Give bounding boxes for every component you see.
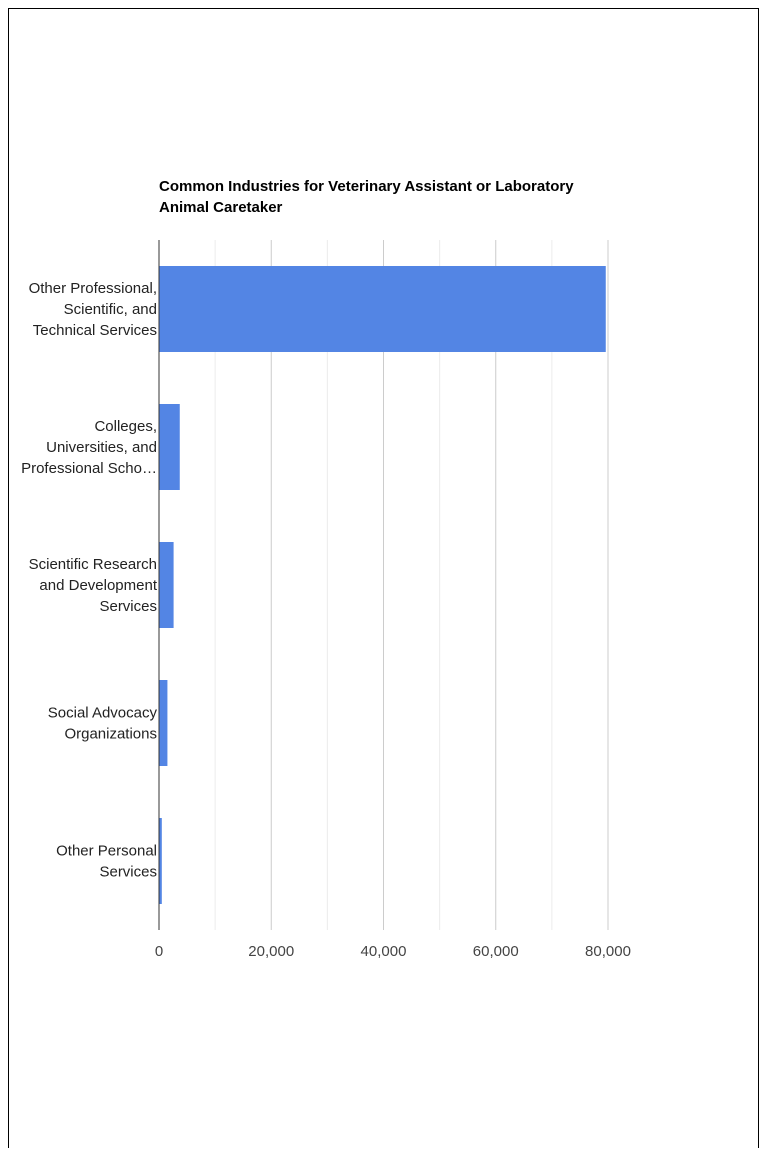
x-tick-label: 0 [155, 943, 163, 960]
chart-title: Common Industries for Veterinary Assista… [159, 178, 574, 216]
page-frame [8, 8, 759, 1148]
gridlines [214, 240, 609, 930]
x-tick-labels: 0 20,000 40,000 60,000 80,000 [155, 943, 631, 960]
bar [159, 818, 162, 904]
chart-title-line: Common Industries for Veterinary Assista… [159, 178, 574, 195]
category-label: Social Advocacy Organizations [48, 705, 158, 743]
bars [159, 266, 606, 904]
category-label: Scientific Research and Development Servic… [29, 556, 158, 615]
category-labels: Other Professional, Scientific, and Techni… [21, 280, 158, 881]
bar [159, 680, 168, 766]
bar [159, 542, 174, 628]
bar [159, 266, 606, 352]
x-tick-label: 80,000 [585, 943, 631, 960]
category-label: Colleges, Universities, and Professional S… [21, 418, 157, 477]
chart-title-line: Animal Caretaker [159, 199, 283, 216]
category-label: Other Professional, Scientific, and Techni… [29, 280, 157, 339]
category-label: Other Personal Services [56, 843, 157, 881]
x-tick-label: 20,000 [248, 943, 294, 960]
x-tick-label: 40,000 [361, 943, 407, 960]
bar [159, 404, 180, 490]
x-tick-label: 60,000 [473, 943, 519, 960]
